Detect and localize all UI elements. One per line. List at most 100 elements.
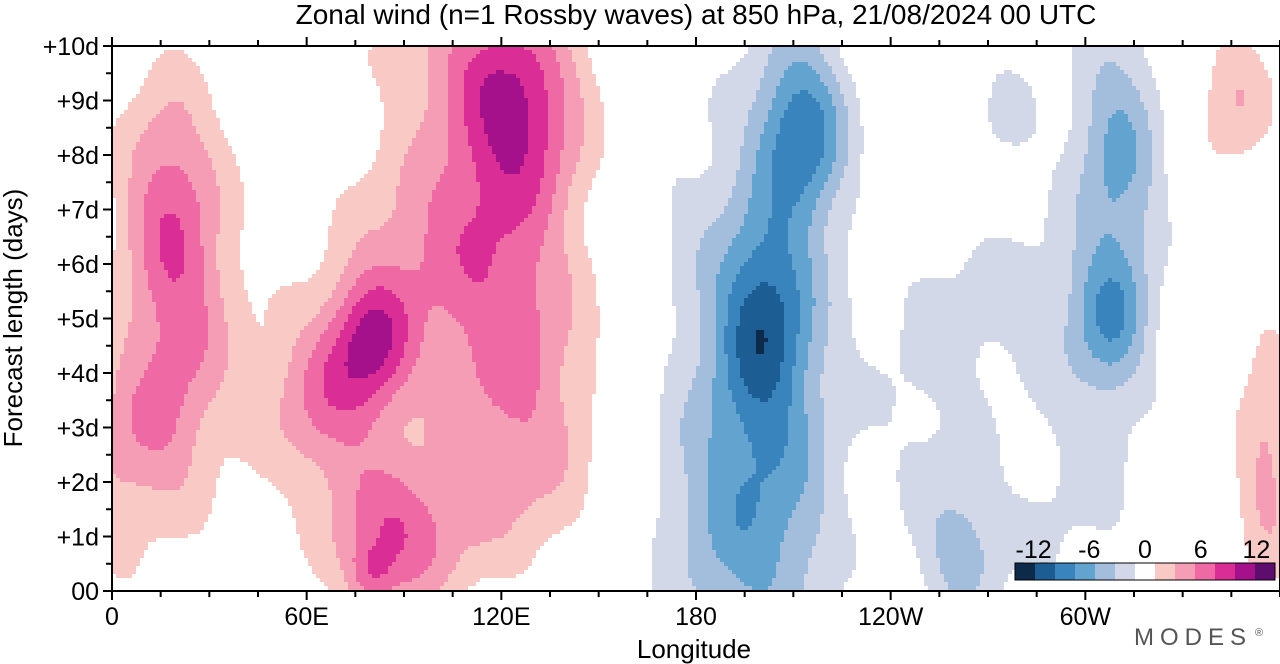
- wind-cell: [460, 238, 500, 242]
- wind-cell: [1240, 502, 1256, 506]
- wind-cell: [816, 542, 856, 546]
- wind-cell: [400, 166, 444, 170]
- wind-cell: [1076, 210, 1144, 214]
- wind-cell: [224, 314, 256, 318]
- wind-cell: [728, 358, 740, 362]
- wind-cell: [1144, 102, 1160, 106]
- wind-cell: [372, 46, 428, 50]
- wind-cell: [192, 186, 220, 190]
- wind-cell: [940, 566, 984, 570]
- wind-cell: [368, 558, 396, 562]
- wind-cell: [828, 86, 840, 90]
- wind-cell: [700, 318, 716, 322]
- wind-cell: [904, 510, 944, 514]
- wind-cell: [1260, 514, 1276, 518]
- wind-cell: [448, 574, 516, 578]
- wind-cell: [1072, 66, 1100, 70]
- wind-cell: [112, 434, 136, 438]
- wind-cell: [488, 266, 536, 270]
- wind-cell: [388, 378, 408, 382]
- wind-cell: [740, 314, 784, 318]
- wind-cell: [112, 334, 128, 338]
- wind-cell: [1128, 114, 1148, 118]
- wind-cell: [220, 214, 244, 218]
- wind-cell: [796, 274, 812, 278]
- wind-cell: [384, 126, 420, 130]
- wind-cell: [904, 302, 1068, 306]
- wind-cell: [776, 138, 824, 142]
- wind-cell: [284, 494, 332, 498]
- wind-cell: [112, 382, 116, 386]
- wind-cell: [128, 330, 160, 334]
- wind-cell: [700, 242, 732, 246]
- wind-cell: [688, 510, 708, 514]
- wind-cell: [212, 166, 240, 170]
- wind-cell: [992, 122, 1036, 126]
- wind-cell: [396, 294, 536, 298]
- wind-cell: [1240, 514, 1260, 518]
- wind-cell: [540, 66, 560, 70]
- wind-cell: [536, 54, 556, 58]
- wind-cell: [680, 430, 712, 434]
- wind-cell: [756, 502, 796, 506]
- wind-cell: [572, 282, 596, 286]
- wind-cell: [808, 442, 824, 446]
- wind-cell: [368, 62, 428, 66]
- wind-cell: [1260, 446, 1268, 450]
- wind-cell: [392, 318, 408, 322]
- wind-cell: [716, 366, 728, 370]
- wind-cell: [728, 246, 756, 250]
- wind-cell: [740, 526, 748, 530]
- wind-cell: [1116, 198, 1148, 202]
- wind-cell: [464, 106, 480, 110]
- wind-cell: [340, 334, 352, 338]
- wind-cell: [556, 54, 572, 58]
- wind-cell: [776, 570, 808, 574]
- wind-cell: [296, 522, 332, 526]
- wind-cell: [220, 194, 244, 198]
- colorbar-swatch: [1075, 563, 1095, 580]
- wind-cell: [1212, 70, 1268, 74]
- wind-cell: [548, 146, 564, 150]
- wind-cell: [824, 486, 844, 490]
- wind-cell: [300, 546, 336, 550]
- wind-cell: [564, 114, 584, 118]
- wind-cell: [1028, 394, 1156, 398]
- wind-cell: [1272, 526, 1280, 530]
- wind-cell: [360, 318, 392, 322]
- wind-cell: [696, 250, 728, 254]
- wind-cell: [828, 298, 852, 302]
- wind-cell: [564, 358, 596, 362]
- wind-cell: [112, 462, 192, 466]
- wind-cell: [564, 234, 584, 238]
- wind-cell: [216, 242, 240, 246]
- wind-cell: [584, 126, 604, 130]
- wind-cell: [572, 274, 596, 278]
- wind-cell: [1108, 194, 1120, 198]
- wind-cell: [128, 182, 148, 186]
- wind-cell: [736, 350, 756, 354]
- wind-cell: [1136, 282, 1148, 286]
- wind-cell: [716, 326, 724, 330]
- wind-cell: [528, 98, 548, 102]
- wind-cell: [504, 410, 532, 414]
- wind-cell: [1104, 334, 1120, 338]
- wind-cell: [428, 102, 448, 106]
- wind-cell: [176, 422, 200, 426]
- wind-cell: [792, 402, 804, 406]
- wind-cell: [132, 278, 148, 282]
- wind-cell: [520, 222, 548, 226]
- wind-cell: [832, 302, 852, 306]
- wind-cell: [824, 502, 848, 506]
- wind-cell: [392, 374, 408, 378]
- wind-cell: [160, 234, 184, 238]
- wind-cell: [768, 114, 784, 118]
- wind-cell: [904, 378, 980, 382]
- wind-cell: [380, 86, 428, 90]
- wind-cell: [488, 46, 524, 50]
- wind-cell: [772, 394, 792, 398]
- wind-cell: [584, 134, 604, 138]
- wind-cell: [1144, 242, 1172, 246]
- wind-cell: [1260, 342, 1280, 346]
- wind-cell: [532, 414, 564, 418]
